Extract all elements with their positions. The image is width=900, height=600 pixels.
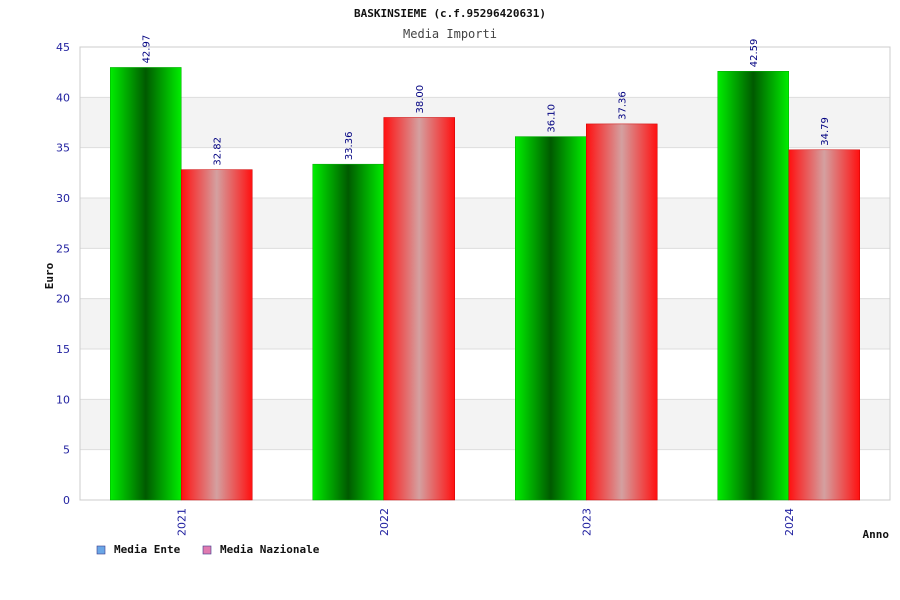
value-label-media-nazionale-2023: 37.36 [618, 91, 629, 120]
x-axis-label: Anno [863, 528, 890, 541]
value-label-media-nazionale-2024: 34.79 [820, 117, 831, 146]
x-tick-label-2023: 2023 [580, 508, 593, 536]
y-tick-label: 45 [56, 41, 70, 54]
y-tick-label: 20 [56, 293, 70, 306]
x-tick-label-2024: 2024 [783, 508, 796, 536]
y-tick-label: 25 [56, 242, 70, 255]
bar-media-nazionale-2023 [586, 123, 658, 501]
bars [110, 67, 860, 501]
x-axis: 2021 2022 2023 2024 [175, 508, 796, 536]
legend-label-media-ente: Media Ente [114, 543, 181, 556]
chart-title: BASKINSIEME (c.f.95296420631) [354, 7, 546, 20]
value-label-media-ente-2024: 42.59 [749, 39, 760, 68]
legend-swatch-media-nazionale [202, 545, 212, 555]
value-label-media-nazionale-2022: 38.00 [415, 85, 426, 114]
x-tick-label-2021: 2021 [175, 508, 188, 536]
legend-label-media-nazionale: Media Nazionale [220, 543, 320, 556]
bar-media-ente-2022 [312, 163, 384, 501]
bar-media-ente-2023 [515, 136, 587, 501]
value-labels: 42.97 32.82 33.36 38.00 36.10 37.36 42.59 34.79 [142, 35, 832, 166]
bar-media-nazionale-2022 [383, 117, 455, 501]
value-label-media-ente-2023: 36.10 [547, 104, 558, 133]
x-tick-label-2022: 2022 [378, 508, 391, 536]
chart-subtitle: Media Importi [403, 27, 497, 41]
value-label-media-ente-2022: 33.36 [344, 132, 355, 161]
bar-media-ente-2024 [717, 71, 789, 501]
legend-swatch-media-ente [96, 545, 106, 555]
y-tick-label: 15 [56, 343, 70, 356]
y-tick-label: 10 [56, 393, 70, 406]
value-label-media-nazionale-2021: 32.82 [213, 137, 224, 166]
bar-media-ente-2021 [110, 67, 182, 501]
y-tick-label: 0 [63, 494, 70, 507]
plot-border [79, 46, 891, 501]
y-tick-label: 5 [63, 444, 70, 457]
y-tick-label: 35 [56, 142, 70, 155]
legend: Media Ente Media Nazionale [96, 543, 320, 556]
value-label-media-ente-2021: 42.97 [142, 35, 153, 64]
y-tick-label: 40 [56, 91, 70, 104]
y-tick-label: 30 [56, 192, 70, 205]
y-axis-label: Euro [43, 262, 56, 289]
bar-media-nazionale-2024 [788, 149, 860, 501]
bar-media-nazionale-2021 [181, 169, 253, 501]
y-axis: 0 5 10 15 20 25 30 35 40 45 [56, 41, 70, 507]
